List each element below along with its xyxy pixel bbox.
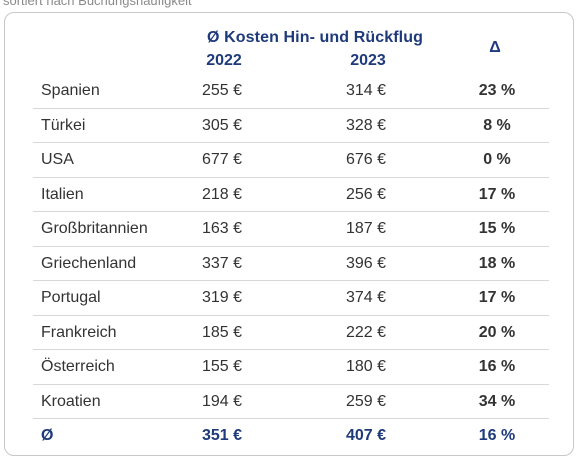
country-cell: Frankreich [41, 323, 117, 341]
cost-2023-cell: 222 € [345, 323, 387, 341]
delta-header: Δ [489, 39, 501, 56]
delta-cell: 8 % [483, 116, 511, 134]
country-cell: Spanien [41, 82, 100, 99]
subtitle: sortiert nach Buchungshäufigkeit [3, 0, 192, 8]
cost-2022-cell: 185 € [201, 323, 243, 341]
country-cell: Griechenland [41, 254, 137, 272]
average-row: Ø 351 € 407 € 16 % [33, 419, 549, 454]
table-row: Großbritannien 163 € 187 € 15 % [33, 212, 549, 247]
delta-cell: 23 % [478, 82, 516, 99]
delta-cell: 15 % [478, 220, 516, 237]
cost-2022-cell: 337 € [201, 254, 243, 272]
cost-2022-cell: 305 € [201, 116, 243, 134]
country-cell: Italien [41, 185, 84, 203]
cost-2022-cell: 218 € [201, 185, 243, 203]
delta-cell: 16 % [478, 358, 516, 375]
cost-2022-cell: 677 € [201, 151, 243, 168]
delta-cell: 0 % [483, 151, 511, 168]
cost-2023-cell: 180 € [345, 358, 387, 375]
cost-2023-cell: 256 € [345, 185, 387, 203]
year-2023-header: 2023 [350, 52, 386, 69]
price-table-card: Ø Kosten Hin- und Rückflug 2022 2023 Δ S… [4, 12, 574, 456]
country-cell: USA [41, 151, 74, 168]
average-2022-cell: 351 € [201, 427, 243, 444]
delta-cell: 18 % [478, 254, 516, 272]
delta-cell: 20 % [478, 323, 516, 341]
cost-2023-cell: 676 € [345, 151, 387, 168]
average-delta-cell: 16 % [478, 427, 516, 444]
cost-2022-cell: 255 € [201, 82, 243, 99]
table-row: Griechenland 337 € 396 € 18 % [33, 247, 549, 281]
average-label: Ø [41, 427, 54, 444]
cost-2022-cell: 155 € [201, 358, 243, 375]
table-row: Türkei 305 € 328 € 8 % [33, 109, 549, 143]
country-cell: Türkei [41, 116, 86, 134]
cost-2022-cell: 194 € [201, 392, 243, 410]
average-2023-cell: 407 € [345, 427, 387, 444]
country-cell: Österreich [41, 358, 115, 375]
country-cell: Großbritannien [41, 220, 148, 237]
table-body: Spanien 255 € 314 € 23 % Türkei 305 € 32… [33, 74, 549, 454]
delta-cell: 17 % [478, 289, 516, 306]
table-row: USA 677 € 676 € 0 % [33, 143, 549, 178]
table-row: Portugal 319 € 374 € 17 % [33, 281, 549, 316]
country-cell: Kroatien [41, 392, 101, 410]
column-group-header: Ø Kosten Hin- und Rückflug [207, 29, 423, 46]
year-2022-header: 2022 [206, 52, 242, 69]
table-row: Österreich 155 € 180 € 16 % [33, 350, 549, 385]
cost-2023-cell: 328 € [345, 116, 387, 134]
delta-cell: 34 % [478, 392, 516, 410]
cost-2023-cell: 314 € [345, 82, 387, 99]
cost-2023-cell: 259 € [345, 392, 387, 410]
table-row: Italien 218 € 256 € 17 % [33, 178, 549, 212]
cost-2022-cell: 319 € [201, 289, 243, 306]
table-row: Spanien 255 € 314 € 23 % [33, 74, 549, 109]
country-cell: Portugal [41, 289, 101, 306]
cost-2023-cell: 374 € [345, 289, 387, 306]
cost-2023-cell: 396 € [345, 254, 387, 272]
cost-2023-cell: 187 € [345, 220, 387, 237]
table-row: Frankreich 185 € 222 € 20 % [33, 316, 549, 350]
cost-2022-cell: 163 € [201, 220, 243, 237]
table-row: Kroatien 194 € 259 € 34 % [33, 385, 549, 419]
delta-cell: 17 % [478, 185, 516, 203]
